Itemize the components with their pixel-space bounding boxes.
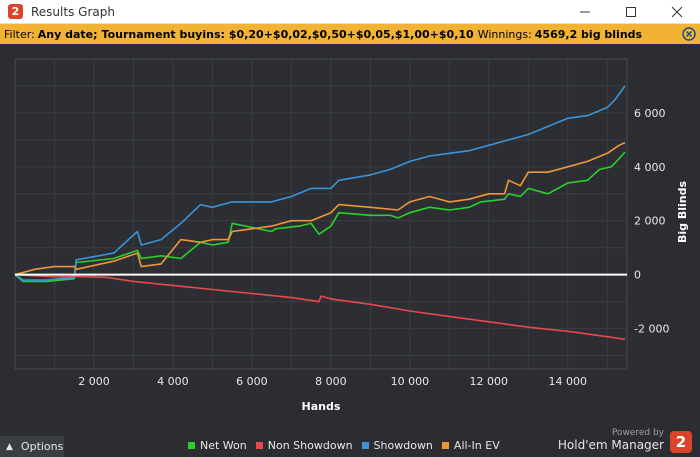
x-tick-label: 8 000 [315, 375, 347, 388]
chart-legend: Net Won Non Showdown Showdown All-In EV [188, 439, 509, 452]
minimize-icon [580, 11, 590, 13]
window-title: Results Graph [31, 4, 115, 19]
filter-bar: Filter: Any date; Tournament buyins: $0,… [0, 24, 700, 44]
legend-swatch [255, 442, 263, 449]
x-tick-label: 2 000 [78, 375, 110, 388]
results-chart: 2 000 4 000 6 000 8 000 10 000 12 000 14 000 -… [14, 58, 689, 413]
x-tick-label: 4 000 [157, 375, 189, 388]
x-tick-label: 10 000 [391, 375, 430, 388]
y-tick-label: 4 000 [634, 161, 666, 174]
series-line-showdown [14, 85, 626, 281]
y-tick-label: 2 000 [634, 215, 666, 228]
close-icon [671, 6, 683, 18]
powered-by-text: Powered by [611, 428, 664, 438]
legend-label: Net Won [200, 439, 247, 452]
y-tick-label: 6 000 [634, 107, 666, 120]
plot-area [15, 59, 627, 369]
options-button[interactable]: ▲ Options [0, 436, 64, 457]
filter-close-icon[interactable] [682, 27, 696, 41]
legend-swatch [188, 442, 195, 449]
powered-by: Powered by Hold'em Manager [558, 428, 664, 452]
brand-name: Hold'em Manager [557, 438, 664, 452]
x-tick-label: 14 000 [549, 375, 588, 388]
filter-date: Any date; [37, 27, 98, 41]
y-tick-label: -2 000 [634, 323, 669, 336]
filter-prefix: Filter: [4, 27, 35, 41]
legend-item[interactable]: Showdown [361, 439, 433, 452]
legend-label: All-In EV [453, 439, 500, 452]
legend-item[interactable]: Net Won [188, 439, 247, 452]
y-tick-labels: -2 000 0 2 000 4 000 6 000 [634, 107, 669, 336]
chevron-up-icon: ▲ [6, 441, 13, 452]
x-tick-label: 12 000 [470, 375, 509, 388]
series-group [14, 85, 627, 341]
x-tick-labels: 2 000 4 000 6 000 8 000 10 000 12 000 14 000 [78, 375, 587, 388]
app-logo-icon: 2 [8, 4, 23, 19]
y-tick-label: 0 [634, 269, 641, 282]
legend-swatch [441, 442, 449, 449]
grid [14, 58, 628, 370]
filter-buyins-label: Tournament buyins: [101, 27, 225, 41]
series-line-net-won [14, 151, 626, 283]
hm-logo-icon: 2 [670, 431, 692, 453]
options-label: Options [20, 440, 64, 453]
series-line-non-showdown [14, 273, 626, 341]
x-axis-label: Hands [302, 400, 341, 413]
filter-winnings-label: Winnings: [477, 27, 532, 41]
title-bar: 2 Results Graph [0, 0, 700, 24]
minimize-button[interactable] [562, 0, 608, 24]
close-button[interactable] [654, 0, 700, 24]
maximize-button[interactable] [608, 0, 654, 24]
legend-swatch [361, 442, 369, 449]
x-tick-label: 6 000 [236, 375, 268, 388]
legend-label: Showdown [373, 439, 433, 452]
legend-label: Non Showdown [267, 439, 353, 452]
plot-border [14, 58, 628, 370]
series-line-all-in-ev [14, 141, 626, 276]
filter-winnings-value: 4569,2 big blinds [534, 27, 643, 41]
maximize-icon [626, 7, 636, 17]
filter-buyins-value: $0,20+$0,02,$0,50+$0,05,$1,00+$0,10 [228, 27, 474, 41]
y-axis-label: Big Blinds [676, 181, 689, 243]
legend-item[interactable]: All-In EV [441, 439, 500, 452]
legend-item[interactable]: Non Showdown [255, 439, 353, 452]
